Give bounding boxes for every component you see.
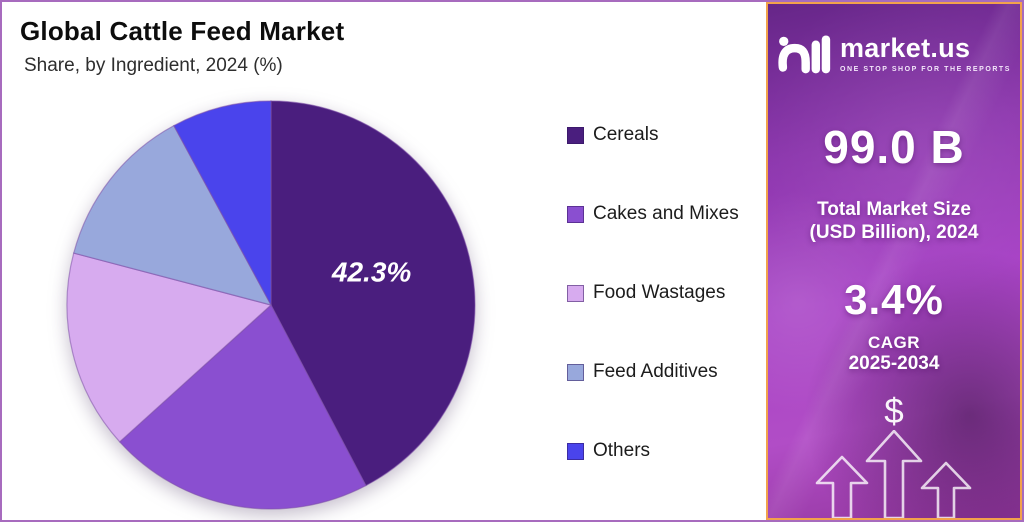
pie-chart-svg: 42.3% [66, 100, 476, 510]
cagr-label: CAGR 2025-2034 [768, 333, 1020, 375]
pie-slice-others [173, 100, 272, 306]
pie-slice-cakes-and-mixes [118, 304, 367, 510]
cagr-value: 3.4% [844, 276, 944, 323]
market-size-value: 99.0 B [823, 121, 965, 173]
marketus-logo: market.us ONE STOP SHOP FOR THE REPORTS [768, 30, 1020, 78]
legend-item-cereals: Cereals [567, 124, 739, 146]
pie-value-label-cereals: 42.3% [331, 257, 411, 288]
legend-label-others: Others [593, 440, 651, 461]
market-size-label-line1: Total Market Size [817, 199, 971, 220]
chart-header: Global Cattle Feed Market Share, by Ingr… [20, 16, 344, 77]
legend-swatch-cereals [567, 126, 584, 144]
growth-arrows-icon [815, 430, 972, 518]
logo-texts: market.us ONE STOP SHOP FOR THE REPORTS [840, 33, 1011, 74]
logo-brand: market.us [840, 33, 971, 63]
legend-item-cakes-and-mixes: Cakes and Mixes [567, 203, 739, 225]
logo-tagline: ONE STOP SHOP FOR THE REPORTS [840, 66, 1011, 73]
promo-panel: market.us ONE STOP SHOP FOR THE REPORTS … [766, 2, 1022, 520]
page-title: Global Cattle Feed Market [20, 16, 345, 46]
legend-label-food-wastages: Food Wastages [593, 282, 726, 303]
cagr-label-line1: CAGR [867, 333, 921, 352]
chart-subtitle: Share, by Ingredient, 2024 (%) [24, 55, 283, 76]
cagr-label-line2: 2025-2034 [848, 353, 940, 375]
legend-swatch-food-wastages [567, 284, 584, 302]
legend-label-feed-additives: Feed Additives [593, 361, 718, 382]
pie-slice-cereals [270, 100, 476, 487]
legend-item-food-wastages: Food Wastages [567, 282, 739, 304]
legend-swatch-others [567, 442, 584, 460]
market-size-label: Total Market Size (USD Billion), 2024 [768, 198, 1020, 244]
pie-slice-food-wastages [66, 252, 273, 443]
chart-area: Global Cattle Feed Market Share, by Ingr… [2, 2, 770, 520]
legend-label-cakes-and-mixes: Cakes and Mixes [593, 203, 739, 224]
up-arrow-middle-icon [865, 430, 923, 518]
legend-label-cereals: Cereals [593, 124, 659, 145]
legend-swatch-feed-additives [567, 363, 584, 381]
chart-legend: Cereals Cakes and Mixes Food Wastages Feed … [567, 124, 739, 462]
up-arrow-right-icon [920, 461, 972, 518]
pie-slice-feed-additives [72, 124, 273, 306]
legend-item-others: Others [567, 440, 739, 462]
up-arrow-left-icon [815, 455, 869, 518]
legend-item-feed-additives: Feed Additives [567, 361, 739, 383]
dollar-icon: $ [884, 392, 904, 431]
legend-swatch-cakes-and-mixes [567, 205, 584, 223]
market-size-label-line2: (USD Billion), 2024 [809, 222, 979, 244]
marketus-logo-icon [778, 35, 831, 74]
pie-chart: 42.3% [59, 93, 483, 517]
